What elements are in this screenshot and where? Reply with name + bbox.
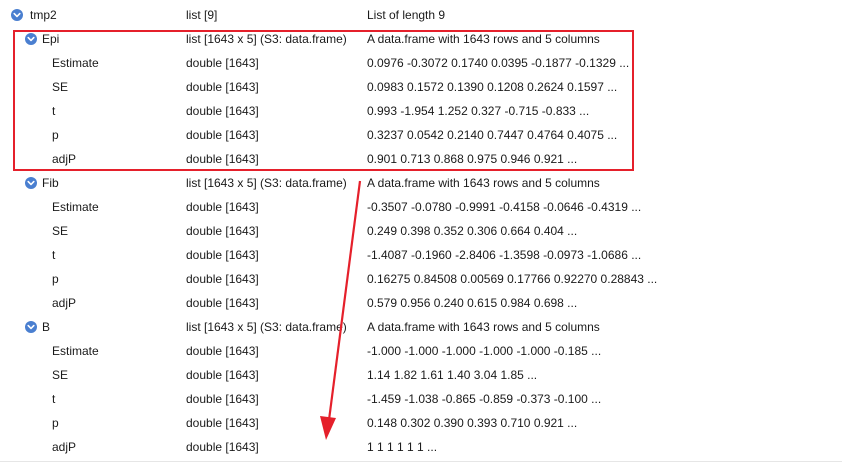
- row-name: adjP: [52, 440, 77, 454]
- row-name: tmp2: [30, 8, 57, 22]
- chevron-down-icon[interactable]: [25, 321, 37, 333]
- row-value: 0.0983 0.1572 0.1390 0.1208 0.2624 0.159…: [367, 80, 618, 94]
- tree-row-epi-se[interactable]: SE double [1643] 0.0983 0.1572 0.1390 0.…: [0, 75, 842, 99]
- row-value: List of length 9: [367, 8, 446, 22]
- chevron-down-icon[interactable]: [25, 177, 37, 189]
- row-type: double [1643]: [186, 272, 259, 286]
- row-name: SE: [52, 368, 69, 382]
- row-type: double [1643]: [186, 200, 259, 214]
- row-name: SE: [52, 80, 69, 94]
- tree-row-b[interactable]: B list [1643 x 5] (S3: data.frame) A dat…: [0, 315, 842, 339]
- annotation-highlight-box: [13, 30, 634, 171]
- tree-row-b-estimate[interactable]: Estimate double [1643] -1.000 -1.000 -1.…: [0, 339, 842, 363]
- row-type: list [1643 x 5] (S3: data.frame): [186, 320, 347, 334]
- row-name: adjP: [52, 296, 77, 310]
- row-name: p: [52, 128, 59, 142]
- row-name: Estimate: [52, 344, 99, 358]
- row-type: double [1643]: [186, 56, 259, 70]
- row-name: Estimate: [52, 56, 99, 70]
- row-name: t: [52, 104, 56, 118]
- row-type: double [1643]: [186, 296, 259, 310]
- row-value: 0.0976 -0.3072 0.1740 0.0395 -0.1877 -0.…: [367, 56, 630, 70]
- row-name: t: [52, 392, 56, 406]
- tree-row-b-t[interactable]: t double [1643] -1.459 -1.038 -0.865 -0.…: [0, 387, 842, 411]
- row-value: 0.993 -1.954 1.252 0.327 -0.715 -0.833 .…: [367, 104, 590, 118]
- row-name: Estimate: [52, 200, 99, 214]
- tree-row-fib-t[interactable]: t double [1643] -1.4087 -0.1960 -2.8406 …: [0, 243, 842, 267]
- tree-row-epi[interactable]: Epi list [1643 x 5] (S3: data.frame) A d…: [0, 27, 842, 51]
- row-type: double [1643]: [186, 80, 259, 94]
- row-type: double [1643]: [186, 128, 259, 142]
- annotation-arrow-head: [320, 416, 336, 440]
- row-value: -1.000 -1.000 -1.000 -1.000 -1.000 -0.18…: [367, 344, 602, 358]
- row-type: list [1643 x 5] (S3: data.frame): [186, 32, 347, 46]
- row-value: 0.579 0.956 0.240 0.615 0.984 0.698 ...: [367, 296, 578, 310]
- tree-row-epi-estimate[interactable]: Estimate double [1643] 0.0976 -0.3072 0.…: [0, 51, 842, 75]
- row-type: double [1643]: [186, 152, 259, 166]
- row-value: -0.3507 -0.0780 -0.9991 -0.4158 -0.0646 …: [367, 200, 642, 214]
- row-name: t: [52, 248, 56, 262]
- row-type: double [1643]: [186, 344, 259, 358]
- annotation-arrow-shaft: [327, 180, 362, 421]
- row-value: A data.frame with 1643 rows and 5 column…: [367, 320, 600, 334]
- row-name: Epi: [42, 32, 60, 46]
- tree-row-fib-p[interactable]: p double [1643] 0.16275 0.84508 0.00569 …: [0, 267, 842, 291]
- row-value: -1.459 -1.038 -0.865 -0.859 -0.373 -0.10…: [367, 392, 602, 406]
- tree-row-b-p[interactable]: p double [1643] 0.148 0.302 0.390 0.393 …: [0, 411, 842, 435]
- row-type: list [1643 x 5] (S3: data.frame): [186, 176, 347, 190]
- row-name: adjP: [52, 152, 77, 166]
- tree-row-fib-estimate[interactable]: Estimate double [1643] -0.3507 -0.0780 -…: [0, 195, 842, 219]
- tree-row-tmp2[interactable]: tmp2 list [9] List of length 9: [0, 3, 842, 27]
- row-type: list [9]: [186, 8, 218, 22]
- bottom-divider: [0, 461, 842, 462]
- tree-row-fib[interactable]: Fib list [1643 x 5] (S3: data.frame) A d…: [0, 171, 842, 195]
- row-type: double [1643]: [186, 392, 259, 406]
- row-value: 1.14 1.82 1.61 1.40 3.04 1.85 ...: [367, 368, 538, 382]
- variable-tree: tmp2 list [9] List of length 9 Epi list …: [0, 3, 842, 459]
- chevron-down-icon[interactable]: [25, 33, 37, 45]
- row-name: p: [52, 416, 59, 430]
- row-name: Fib: [42, 176, 59, 190]
- row-value: 0.16275 0.84508 0.00569 0.17766 0.92270 …: [367, 272, 658, 286]
- row-type: double [1643]: [186, 224, 259, 238]
- row-value: 1 1 1 1 1 1 ...: [367, 440, 438, 454]
- row-name: p: [52, 272, 59, 286]
- row-value: 0.3237 0.0542 0.2140 0.7447 0.4764 0.407…: [367, 128, 618, 142]
- row-name: B: [42, 320, 51, 334]
- row-value: A data.frame with 1643 rows and 5 column…: [367, 32, 600, 46]
- row-value: 0.249 0.398 0.352 0.306 0.664 0.404 ...: [367, 224, 578, 238]
- row-value: A data.frame with 1643 rows and 5 column…: [367, 176, 600, 190]
- row-type: double [1643]: [186, 416, 259, 430]
- tree-row-epi-t[interactable]: t double [1643] 0.993 -1.954 1.252 0.327…: [0, 99, 842, 123]
- row-value: 0.901 0.713 0.868 0.975 0.946 0.921 ...: [367, 152, 578, 166]
- row-value: -1.4087 -0.1960 -2.8406 -1.3598 -0.0973 …: [367, 248, 642, 262]
- row-type: double [1643]: [186, 368, 259, 382]
- tree-row-b-se[interactable]: SE double [1643] 1.14 1.82 1.61 1.40 3.0…: [0, 363, 842, 387]
- chevron-down-icon[interactable]: [11, 9, 23, 21]
- row-type: double [1643]: [186, 440, 259, 454]
- row-type: double [1643]: [186, 248, 259, 262]
- tree-row-fib-se[interactable]: SE double [1643] 0.249 0.398 0.352 0.306…: [0, 219, 842, 243]
- row-name: SE: [52, 224, 69, 238]
- row-type: double [1643]: [186, 104, 259, 118]
- tree-row-epi-adjp[interactable]: adjP double [1643] 0.901 0.713 0.868 0.9…: [0, 147, 842, 171]
- tree-row-fib-adjp[interactable]: adjP double [1643] 0.579 0.956 0.240 0.6…: [0, 291, 842, 315]
- row-value: 0.148 0.302 0.390 0.393 0.710 0.921 ...: [367, 416, 578, 430]
- tree-row-epi-p[interactable]: p double [1643] 0.3237 0.0542 0.2140 0.7…: [0, 123, 842, 147]
- tree-row-b-adjp[interactable]: adjP double [1643] 1 1 1 1 1 1 ...: [0, 435, 842, 459]
